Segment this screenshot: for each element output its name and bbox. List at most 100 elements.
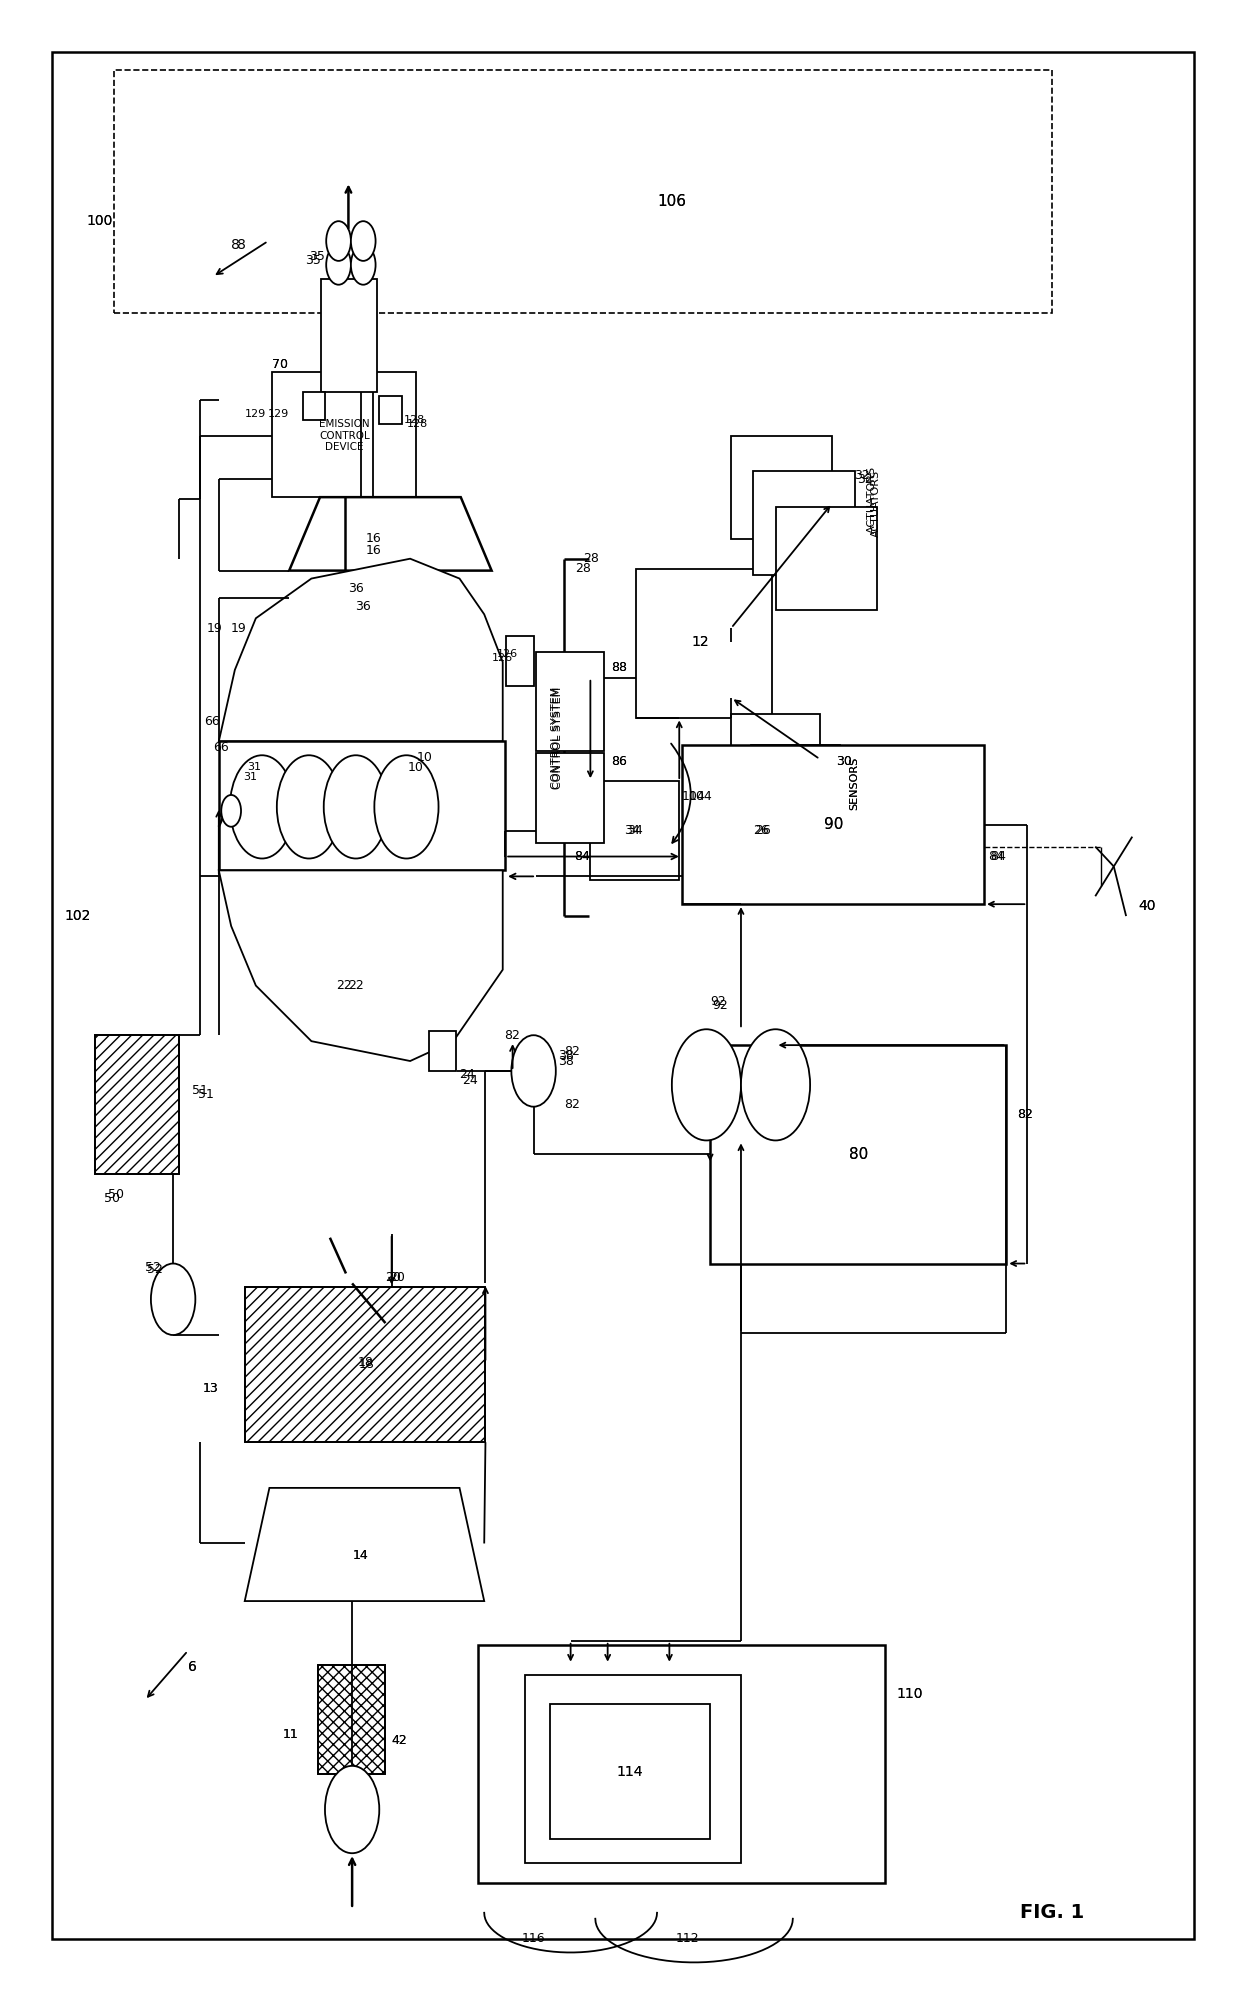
Text: 14: 14 bbox=[353, 1549, 368, 1561]
Bar bbox=[719, 780, 807, 880]
Text: 19: 19 bbox=[231, 621, 247, 635]
Text: 114: 114 bbox=[616, 1764, 644, 1778]
Circle shape bbox=[221, 794, 241, 826]
Circle shape bbox=[229, 755, 294, 858]
Text: 92: 92 bbox=[713, 999, 728, 1011]
Bar bbox=[770, 776, 859, 868]
Text: 128: 128 bbox=[404, 414, 425, 424]
Text: 104: 104 bbox=[682, 790, 706, 804]
Text: 52: 52 bbox=[148, 1262, 164, 1276]
Bar bbox=[525, 1674, 742, 1864]
Bar bbox=[751, 745, 839, 836]
Text: 30: 30 bbox=[836, 755, 852, 769]
Text: 42: 42 bbox=[392, 1734, 408, 1746]
Text: 36: 36 bbox=[355, 599, 371, 613]
Bar bbox=[272, 372, 417, 498]
Text: 106: 106 bbox=[657, 193, 686, 209]
Circle shape bbox=[324, 755, 388, 858]
Text: 24: 24 bbox=[463, 1075, 477, 1087]
Circle shape bbox=[326, 245, 351, 285]
Text: 16: 16 bbox=[366, 532, 381, 546]
Text: 126: 126 bbox=[491, 653, 513, 663]
Bar bbox=[732, 713, 820, 804]
Text: 24: 24 bbox=[460, 1069, 475, 1081]
Text: 31: 31 bbox=[247, 763, 262, 773]
Text: 42: 42 bbox=[392, 1734, 408, 1746]
Text: 35: 35 bbox=[305, 255, 321, 267]
Bar bbox=[636, 569, 771, 717]
Text: 90: 90 bbox=[823, 816, 843, 832]
Bar bbox=[754, 472, 854, 575]
Text: 110: 110 bbox=[897, 1688, 923, 1702]
Bar bbox=[317, 1664, 386, 1774]
Text: 22: 22 bbox=[336, 980, 352, 992]
Bar bbox=[479, 1645, 885, 1883]
Text: 128: 128 bbox=[407, 418, 428, 428]
Text: 13: 13 bbox=[203, 1382, 218, 1396]
Text: 112: 112 bbox=[676, 1931, 699, 1945]
Text: 84: 84 bbox=[988, 850, 1003, 862]
Text: 35: 35 bbox=[309, 251, 325, 263]
Circle shape bbox=[351, 245, 376, 285]
Text: 51: 51 bbox=[192, 1085, 207, 1097]
Text: 26: 26 bbox=[753, 824, 769, 836]
Bar bbox=[682, 745, 985, 904]
Text: 52: 52 bbox=[145, 1260, 161, 1274]
Text: 32: 32 bbox=[854, 468, 870, 482]
Text: 51: 51 bbox=[198, 1089, 213, 1101]
Text: 84: 84 bbox=[991, 850, 1006, 862]
Circle shape bbox=[351, 221, 376, 261]
Text: 90: 90 bbox=[823, 816, 843, 832]
Bar bbox=[590, 780, 680, 880]
Polygon shape bbox=[218, 870, 502, 1061]
Bar bbox=[536, 753, 604, 842]
Text: 126: 126 bbox=[496, 649, 517, 659]
Text: 26: 26 bbox=[755, 824, 771, 836]
Polygon shape bbox=[244, 1487, 484, 1601]
Circle shape bbox=[742, 1029, 810, 1141]
Text: 114: 114 bbox=[616, 1764, 644, 1778]
Circle shape bbox=[325, 1766, 379, 1854]
Text: 8: 8 bbox=[231, 239, 241, 253]
Text: 82: 82 bbox=[564, 1045, 580, 1057]
Text: CONTROL SYSTEM: CONTROL SYSTEM bbox=[553, 687, 563, 788]
Circle shape bbox=[151, 1264, 196, 1336]
Bar bbox=[711, 1045, 1007, 1264]
Text: 20: 20 bbox=[386, 1270, 402, 1284]
Text: 28: 28 bbox=[583, 552, 599, 565]
Text: 11: 11 bbox=[283, 1728, 299, 1740]
Text: 92: 92 bbox=[711, 996, 725, 1007]
Bar bbox=[317, 1664, 386, 1774]
Text: 86: 86 bbox=[611, 755, 627, 769]
Text: 10: 10 bbox=[408, 761, 424, 774]
Text: 82: 82 bbox=[564, 1099, 580, 1111]
Text: SENSORS: SENSORS bbox=[849, 757, 859, 810]
Circle shape bbox=[672, 1029, 742, 1141]
Text: ACTUATORS: ACTUATORS bbox=[867, 466, 877, 534]
Text: 110: 110 bbox=[897, 1688, 923, 1702]
Text: 82: 82 bbox=[1018, 1109, 1033, 1121]
Text: 88: 88 bbox=[611, 661, 627, 675]
Text: FIG. 1: FIG. 1 bbox=[1021, 1903, 1084, 1921]
Text: 80: 80 bbox=[848, 1147, 868, 1163]
Text: 100: 100 bbox=[87, 215, 113, 229]
Text: 18: 18 bbox=[358, 1356, 373, 1370]
Bar bbox=[732, 436, 832, 540]
Bar bbox=[379, 396, 402, 424]
Text: ACTUATORS: ACTUATORS bbox=[870, 470, 880, 538]
Text: 40: 40 bbox=[1138, 900, 1156, 914]
Text: 12: 12 bbox=[692, 635, 709, 649]
Bar bbox=[549, 1704, 711, 1840]
Bar bbox=[114, 70, 1052, 313]
Text: 82: 82 bbox=[503, 1029, 520, 1041]
Text: 129: 129 bbox=[244, 408, 265, 418]
Text: 129: 129 bbox=[268, 408, 289, 418]
Text: 8: 8 bbox=[237, 239, 247, 253]
Text: 84: 84 bbox=[574, 850, 590, 862]
Text: 16: 16 bbox=[366, 544, 381, 557]
Circle shape bbox=[326, 221, 351, 261]
Bar bbox=[506, 637, 533, 685]
Bar bbox=[321, 279, 377, 392]
Text: SENSORS: SENSORS bbox=[849, 757, 859, 810]
Text: 104: 104 bbox=[689, 790, 713, 804]
